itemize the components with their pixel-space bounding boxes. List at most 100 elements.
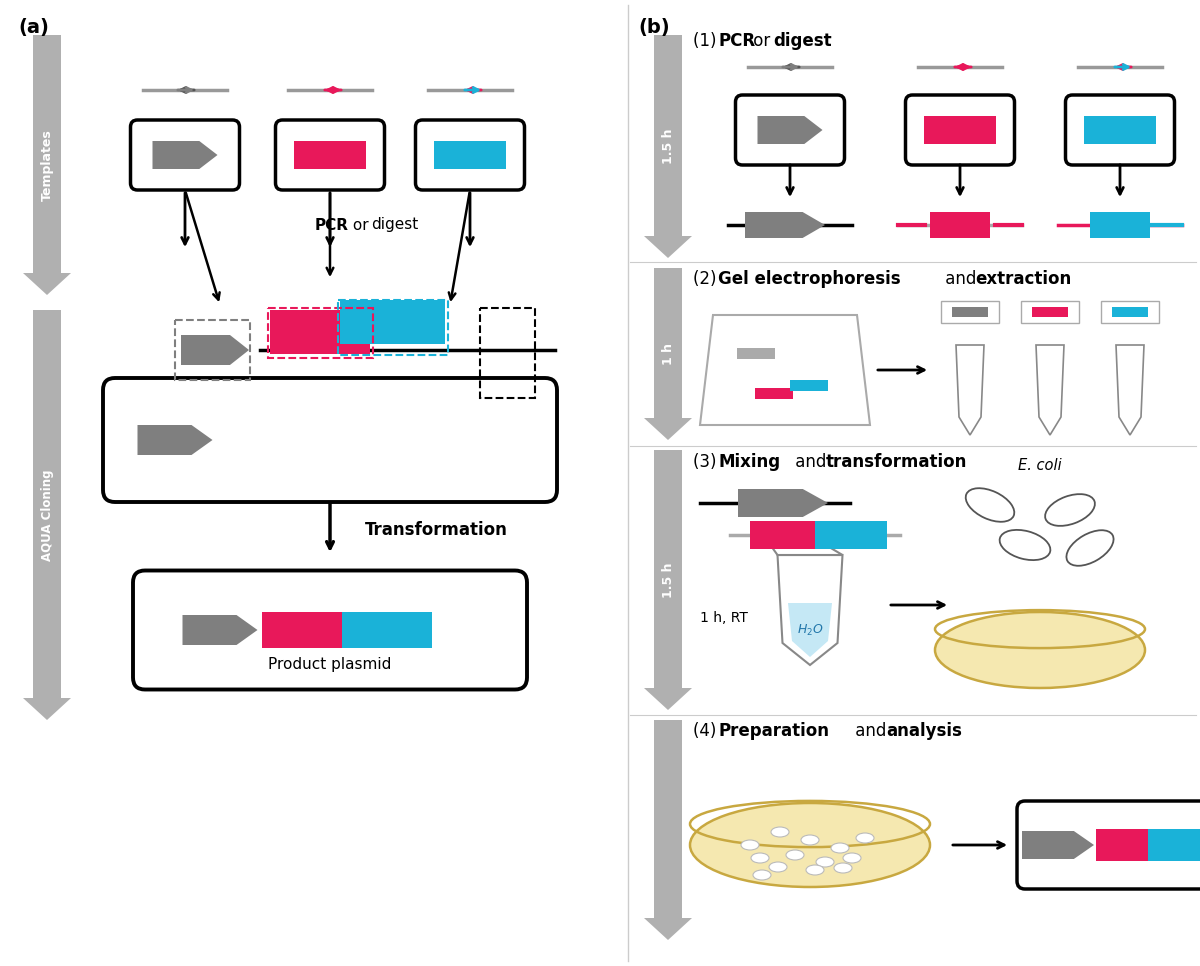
Text: (2): (2) xyxy=(694,270,721,288)
Bar xyxy=(1084,116,1156,144)
Text: transformation: transformation xyxy=(826,453,967,471)
Polygon shape xyxy=(1116,345,1144,435)
Bar xyxy=(924,116,996,144)
Text: (4): (4) xyxy=(694,722,721,740)
Text: E. coli: E. coli xyxy=(1018,458,1062,472)
Bar xyxy=(930,212,990,238)
FancyBboxPatch shape xyxy=(941,301,998,323)
Text: extraction: extraction xyxy=(974,270,1072,288)
Text: and: and xyxy=(940,270,982,288)
Text: PCR: PCR xyxy=(718,32,755,50)
FancyBboxPatch shape xyxy=(1066,95,1175,165)
Text: analysis: analysis xyxy=(886,722,962,740)
Bar xyxy=(1148,829,1200,861)
Bar xyxy=(268,308,373,358)
Polygon shape xyxy=(181,335,250,365)
Bar xyxy=(342,612,432,648)
Polygon shape xyxy=(644,450,692,710)
Polygon shape xyxy=(1022,831,1094,859)
Polygon shape xyxy=(956,345,984,435)
FancyBboxPatch shape xyxy=(133,571,527,690)
Bar xyxy=(262,612,342,648)
Text: and: and xyxy=(850,722,892,740)
Bar xyxy=(1096,829,1148,861)
Ellipse shape xyxy=(690,803,930,887)
Ellipse shape xyxy=(935,612,1145,688)
Ellipse shape xyxy=(834,863,852,873)
Ellipse shape xyxy=(1000,530,1050,560)
FancyBboxPatch shape xyxy=(1021,301,1079,323)
Bar xyxy=(755,388,793,399)
Text: digest: digest xyxy=(773,32,832,50)
Text: AQUA Cloning: AQUA Cloning xyxy=(41,469,54,560)
Ellipse shape xyxy=(786,850,804,860)
Text: PCR: PCR xyxy=(314,217,349,233)
FancyBboxPatch shape xyxy=(736,95,845,165)
Bar xyxy=(1090,212,1150,238)
Polygon shape xyxy=(757,527,842,555)
Polygon shape xyxy=(1036,345,1064,435)
Ellipse shape xyxy=(742,840,760,850)
Text: Gel electrophoresis: Gel electrophoresis xyxy=(718,270,901,288)
Polygon shape xyxy=(745,212,826,238)
Bar xyxy=(340,300,445,344)
Text: Mixing: Mixing xyxy=(718,453,780,471)
FancyBboxPatch shape xyxy=(1102,301,1159,323)
Polygon shape xyxy=(700,315,870,425)
Text: (b): (b) xyxy=(638,18,670,37)
Text: digest: digest xyxy=(371,217,419,233)
Text: (3): (3) xyxy=(694,453,721,471)
Bar xyxy=(815,521,887,549)
Polygon shape xyxy=(738,489,828,517)
Ellipse shape xyxy=(802,835,818,845)
Text: Product plasmid: Product plasmid xyxy=(269,658,391,672)
Text: and: and xyxy=(790,453,832,471)
Bar xyxy=(790,380,828,391)
Bar xyxy=(480,308,535,398)
FancyBboxPatch shape xyxy=(1018,801,1200,889)
Polygon shape xyxy=(182,615,258,645)
Bar xyxy=(750,521,815,549)
Polygon shape xyxy=(644,268,692,440)
Text: 1 h: 1 h xyxy=(661,343,674,365)
Bar xyxy=(270,310,370,354)
Ellipse shape xyxy=(856,833,874,843)
Ellipse shape xyxy=(772,827,790,837)
Ellipse shape xyxy=(806,865,824,875)
Ellipse shape xyxy=(751,853,769,863)
Ellipse shape xyxy=(754,870,772,880)
Bar xyxy=(952,307,988,317)
Text: 1 h, RT: 1 h, RT xyxy=(700,611,748,625)
FancyBboxPatch shape xyxy=(906,95,1014,165)
Polygon shape xyxy=(152,141,217,169)
Text: or: or xyxy=(748,32,775,50)
Text: Transformation: Transformation xyxy=(365,521,508,539)
Ellipse shape xyxy=(830,843,850,853)
Ellipse shape xyxy=(816,857,834,867)
Bar xyxy=(338,300,448,355)
Ellipse shape xyxy=(1045,495,1094,526)
Polygon shape xyxy=(23,35,71,295)
Bar xyxy=(1112,307,1148,317)
Text: (1): (1) xyxy=(694,32,721,50)
FancyBboxPatch shape xyxy=(103,378,557,502)
Polygon shape xyxy=(778,555,842,665)
Text: 1.5 h: 1.5 h xyxy=(661,128,674,164)
FancyBboxPatch shape xyxy=(276,120,384,190)
Polygon shape xyxy=(23,310,71,720)
Bar xyxy=(434,141,506,169)
Text: 1.5 h: 1.5 h xyxy=(661,562,674,598)
Bar xyxy=(175,320,250,380)
Polygon shape xyxy=(138,425,212,455)
Bar xyxy=(1032,307,1068,317)
Ellipse shape xyxy=(842,853,862,863)
Polygon shape xyxy=(644,35,692,258)
Text: Templates: Templates xyxy=(41,129,54,201)
Ellipse shape xyxy=(769,862,787,872)
Text: $H_2O$: $H_2O$ xyxy=(797,622,823,638)
Polygon shape xyxy=(644,720,692,940)
FancyBboxPatch shape xyxy=(131,120,240,190)
Polygon shape xyxy=(757,116,822,144)
Polygon shape xyxy=(788,603,832,657)
Text: or: or xyxy=(348,217,373,233)
